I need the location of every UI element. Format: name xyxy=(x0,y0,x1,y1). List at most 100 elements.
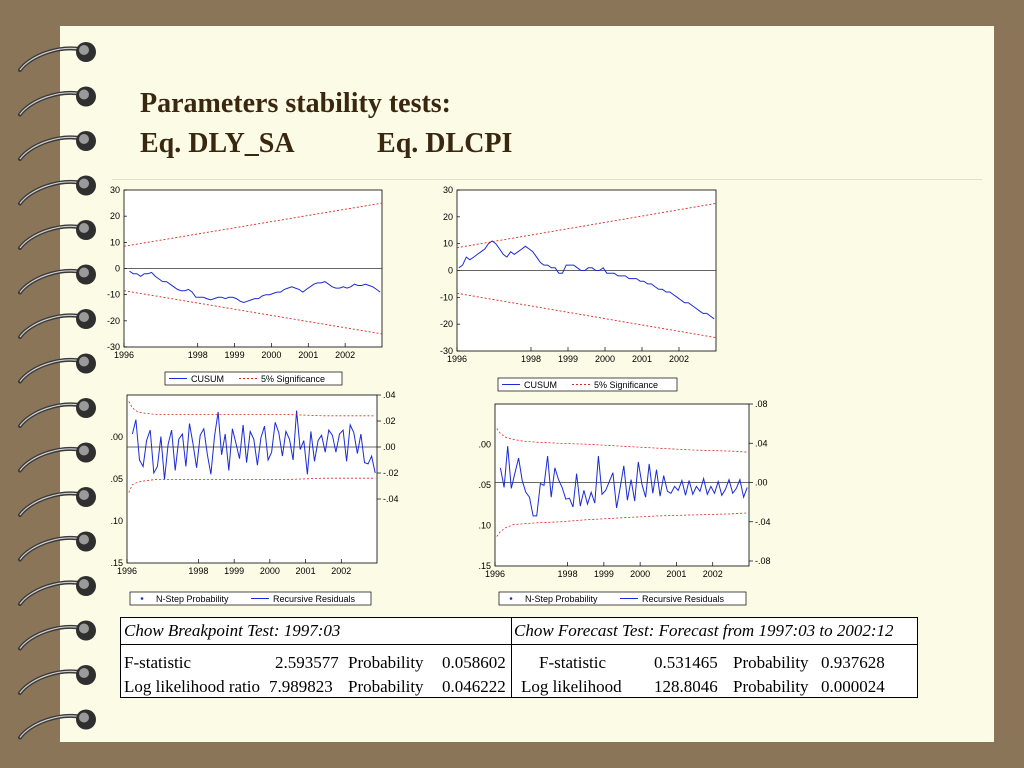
x-tick-label: 1999 xyxy=(224,566,244,576)
se-band-line xyxy=(496,428,748,453)
significance-line xyxy=(123,290,383,335)
y-tick-label: 0 xyxy=(115,264,120,274)
chow-breakpoint-lr-prob-label: Probability xyxy=(348,677,424,696)
chart-nstep_dlcpi: 1996 1998 1999 2000 2001 2002 .00 .05 .10 .15 .08.… xyxy=(478,399,771,606)
x-tick-label: 1999 xyxy=(594,569,614,579)
chow-breakpoint-lr-prob: 0.046222 xyxy=(442,677,506,696)
x-tick-label: 2000 xyxy=(261,350,281,360)
spiral-binding xyxy=(18,42,96,740)
legend-swatch-nstep xyxy=(509,597,513,600)
y-tick-label: 20 xyxy=(110,211,120,221)
x-tick-label: 2001 xyxy=(298,350,318,360)
legend-label: N-Step Probability xyxy=(156,594,229,604)
x-tick-label: 1998 xyxy=(521,354,541,364)
x-tick-label: 1996 xyxy=(485,569,505,579)
chow-breakpoint-f-prob: 0.058602 xyxy=(442,653,506,672)
left-tick-label: .15 xyxy=(110,558,123,568)
x-tick-label: 1999 xyxy=(225,350,245,360)
recursive-residuals-line xyxy=(499,446,748,517)
x-tick-label: 1996 xyxy=(117,566,137,576)
spiral-hole-highlight xyxy=(79,623,89,634)
chow-forecast-f-label: F-statistic xyxy=(539,653,607,672)
spiral-hole-highlight xyxy=(79,134,89,144)
left-tick-label: .00 xyxy=(110,432,123,442)
spiral-hole-highlight xyxy=(79,579,89,589)
left-tick-label: .10 xyxy=(110,516,123,526)
spiral-hole-highlight xyxy=(79,712,89,723)
x-tick-label: 2001 xyxy=(666,569,686,579)
y-tick-label: -20 xyxy=(107,316,120,326)
legend-label: CUSUM xyxy=(524,380,557,390)
spiral-hole-highlight xyxy=(79,178,89,189)
cusum-line xyxy=(458,240,715,320)
spiral-hole-highlight xyxy=(79,445,89,456)
left-tick-label: .15 xyxy=(478,561,491,571)
x-tick-label: 2000 xyxy=(260,566,280,576)
x-tick-label: 2002 xyxy=(669,354,689,364)
spiral-hole-highlight xyxy=(79,356,89,367)
chow-forecast-ll-label: Log likelihood xyxy=(521,677,622,696)
spiral-hole-highlight xyxy=(79,45,89,55)
x-tick-label: 2002 xyxy=(703,569,723,579)
chow-forecast-f-value: 0.531465 xyxy=(654,653,718,672)
x-tick-label: 1998 xyxy=(188,350,208,360)
y-tick-label: 30 xyxy=(110,185,120,195)
right-tick-label: .00 xyxy=(755,478,768,488)
y-tick-label: -10 xyxy=(440,292,453,302)
x-tick-label: 2001 xyxy=(632,354,652,364)
spiral-hole-highlight xyxy=(79,490,89,500)
recursive-residuals-line xyxy=(131,410,376,480)
legend-box xyxy=(497,377,678,392)
right-tick-label: .04 xyxy=(383,390,396,400)
table-vertical-divider xyxy=(511,618,512,697)
chow-tests-table: Chow Breakpoint Test: 1997:03 F-statisti… xyxy=(120,617,918,698)
chow-forecast-ll-prob-label: Probability xyxy=(733,677,809,696)
chow-forecast-ll-prob: 0.000024 xyxy=(821,677,885,696)
chow-breakpoint-f-prob-label: Probability xyxy=(348,653,424,672)
x-tick-label: 1996 xyxy=(447,354,467,364)
right-tick-label: .02 xyxy=(383,416,396,426)
y-tick-label: 10 xyxy=(110,237,120,247)
spiral-hole-highlight xyxy=(79,223,89,233)
y-tick-label: 10 xyxy=(443,239,453,249)
chow-forecast-header: Chow Forecast Test: Forecast from 1997:0… xyxy=(514,621,894,640)
right-tick-label: -.08 xyxy=(755,556,771,566)
chart-cusum_dly: 1996 1998 1999 2000 2001 2002 30 20 10 0 -10 -20 -30… xyxy=(107,185,383,386)
y-tick-label: -30 xyxy=(107,342,120,352)
slide-title-line2: Eq. DLY_SA Eq. DLCPI xyxy=(140,128,513,159)
y-tick-label: -20 xyxy=(440,319,453,329)
significance-line xyxy=(123,202,383,247)
right-tick-label: .04 xyxy=(755,438,768,448)
legend-swatch-nstep xyxy=(140,597,144,600)
right-tick-label: -.04 xyxy=(755,517,771,527)
table-header-divider xyxy=(121,644,917,645)
x-tick-label: 2000 xyxy=(630,569,650,579)
left-tick-label: .05 xyxy=(478,480,491,490)
chow-breakpoint-lr-value: 7.989823 xyxy=(269,677,333,696)
plot-area xyxy=(494,403,750,567)
legend-label: CUSUM xyxy=(191,374,224,384)
se-band-line xyxy=(128,477,376,493)
left-tick-label: .00 xyxy=(478,440,491,450)
right-tick-label: -.04 xyxy=(383,494,399,504)
chow-breakpoint-lr-label: Log likelihood ratio xyxy=(124,677,260,696)
x-tick-label: 2001 xyxy=(296,566,316,576)
left-tick-label: .05 xyxy=(110,474,123,484)
title-divider xyxy=(112,179,982,180)
right-tick-label: .00 xyxy=(383,442,396,452)
spiral-hole-highlight xyxy=(79,89,89,100)
spiral-hole-highlight xyxy=(79,312,89,322)
chow-forecast-ll-value: 128.8046 xyxy=(654,677,718,696)
x-tick-label: 1998 xyxy=(188,566,208,576)
chow-breakpoint-f-value: 2.593577 xyxy=(275,653,339,672)
legend-box xyxy=(129,591,372,606)
legend-label: Recursive Residuals xyxy=(642,594,725,604)
legend-label: 5% Significance xyxy=(594,380,658,390)
spiral-hole-highlight xyxy=(79,267,89,278)
x-tick-label: 2002 xyxy=(335,350,355,360)
slide-title-line1: Parameters stability tests: xyxy=(140,88,452,119)
chart-cusum_dlcpi: 1996 1998 1999 2000 2001 2002 30 20 10 0 -10 -20 -30… xyxy=(440,185,717,392)
x-tick-label: 1998 xyxy=(558,569,578,579)
spiral-hole-highlight xyxy=(79,668,89,678)
legend-label: N-Step Probability xyxy=(525,594,598,604)
